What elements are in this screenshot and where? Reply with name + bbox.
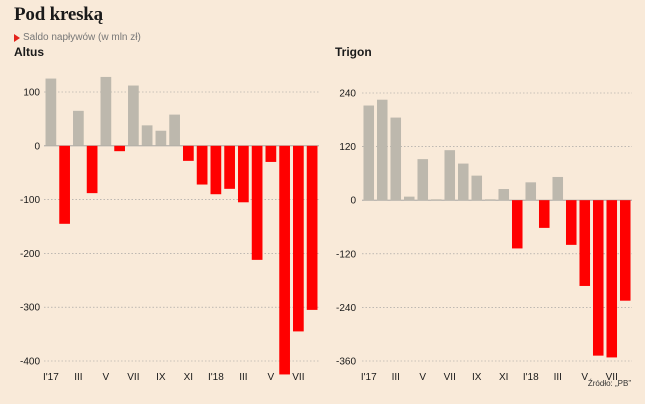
- y-tick-label-trigon: 240: [339, 89, 356, 100]
- chart-subtitle: Saldo napływów (w mln zł): [14, 32, 141, 43]
- bar-trigon-17: [579, 200, 591, 286]
- bar-trigon-5: [417, 159, 429, 201]
- x-tick-label-trigon: V: [581, 372, 588, 383]
- bar-trigon-3: [390, 117, 402, 201]
- y-tick-label-trigon: -360: [336, 357, 356, 368]
- bar-altus-16: [251, 145, 263, 260]
- bar-altus-15: [238, 145, 249, 203]
- bar-altus-18: [279, 145, 290, 375]
- bar-altus-14: [224, 145, 235, 189]
- y-tick-label-altus: -300: [20, 303, 40, 314]
- bar-altus-12: [196, 145, 208, 185]
- bar-trigon-13: [525, 182, 537, 201]
- x-tick-label-trigon: I'18: [523, 372, 539, 383]
- y-tick-label-trigon: 120: [339, 142, 356, 153]
- bar-trigon-2: [376, 99, 388, 201]
- triangle-bullet-icon: [14, 33, 20, 42]
- x-tick-label-altus: V: [268, 372, 275, 383]
- bar-altus-6: [114, 145, 125, 152]
- x-tick-label-altus: III: [74, 372, 82, 383]
- bar-altus-5: [100, 76, 112, 146]
- bar-altus-3: [73, 110, 84, 146]
- chart-title: Pod kreską: [14, 4, 103, 25]
- x-tick-label-trigon: IX: [472, 372, 482, 383]
- bar-trigon-12: [511, 200, 523, 249]
- x-tick-label-altus: IX: [156, 372, 166, 383]
- x-tick-label-altus: I'17: [43, 372, 59, 383]
- bar-trigon-20: [619, 200, 631, 301]
- bar-trigon-7: [444, 150, 456, 201]
- bar-altus-19: [293, 145, 304, 332]
- bar-trigon-1: [363, 105, 375, 201]
- bar-trigon-18: [592, 200, 604, 356]
- y-tick-label-altus: -200: [20, 249, 40, 260]
- bar-trigon-8: [457, 163, 469, 201]
- bar-trigon-15: [552, 176, 564, 201]
- bar-altus-1: [45, 78, 57, 146]
- bar-trigon-4: [403, 196, 415, 201]
- x-tick-label-altus: XI: [184, 372, 193, 383]
- bar-trigon-16: [565, 200, 577, 245]
- y-tick-label-altus: 0: [34, 141, 40, 152]
- x-tick-label-altus: III: [239, 372, 247, 383]
- y-tick-label-altus: -400: [20, 357, 40, 368]
- x-tick-label-altus: VII: [292, 372, 304, 383]
- y-tick-label-altus: -100: [20, 195, 40, 206]
- x-tick-label-trigon: VII: [444, 372, 456, 383]
- bar-trigon-6: [430, 199, 442, 201]
- bar-altus-9: [155, 130, 167, 146]
- x-tick-label-altus: I'18: [208, 372, 224, 383]
- bar-trigon-19: [606, 200, 618, 358]
- bar-altus-2: [59, 145, 70, 224]
- panel-title-trigon: Trigon: [335, 45, 372, 59]
- bar-trigon-11: [498, 189, 510, 201]
- y-tick-label-trigon: -120: [336, 249, 356, 260]
- bar-altus-13: [210, 145, 222, 195]
- bar-altus-7: [128, 85, 139, 146]
- x-tick-label-trigon: XI: [499, 372, 508, 383]
- x-tick-label-altus: VII: [127, 372, 139, 383]
- x-tick-label-trigon: I'17: [361, 372, 377, 383]
- y-tick-label-altus: 100: [23, 88, 40, 99]
- x-tick-label-trigon: VII: [606, 372, 618, 383]
- x-tick-label-trigon: III: [392, 372, 400, 383]
- bar-altus-17: [265, 145, 277, 162]
- panel-title-altus: Altus: [14, 45, 44, 59]
- bar-altus-8: [141, 125, 153, 146]
- y-tick-label-trigon: 0: [350, 196, 356, 207]
- y-tick-label-trigon: -240: [336, 303, 356, 314]
- bar-altus-4: [86, 145, 98, 194]
- x-tick-label-trigon: V: [419, 372, 426, 383]
- subtitle-text: Saldo napływów (w mln zł): [23, 32, 141, 43]
- bar-altus-11: [183, 145, 194, 161]
- bar-trigon-10: [484, 199, 496, 201]
- x-tick-label-altus: V: [103, 372, 110, 383]
- chart-trigon: Trigon 240 120 0 -120 -240 -360 I'17 III V VII IX XI…: [335, 45, 632, 383]
- bar-altus-20: [306, 145, 318, 310]
- bar-trigon-9: [471, 175, 483, 201]
- source-note: Źródło: „PB”: [587, 379, 631, 388]
- x-tick-label-trigon: III: [554, 372, 562, 383]
- bar-altus-10: [169, 114, 180, 146]
- bar-trigon-14: [538, 200, 550, 228]
